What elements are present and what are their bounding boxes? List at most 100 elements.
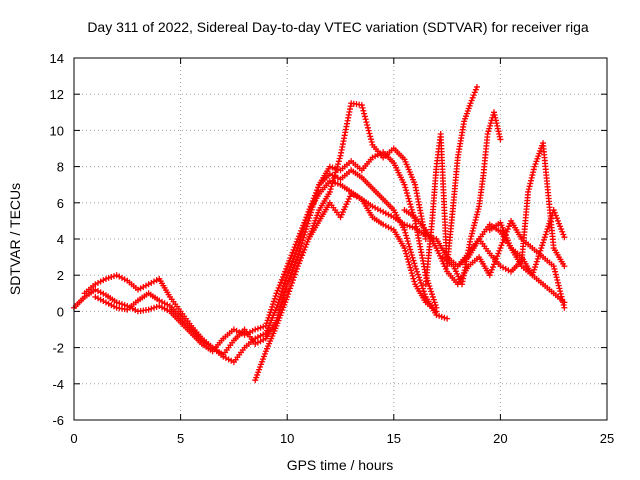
data-point (363, 119, 370, 126)
data-point (428, 291, 435, 298)
series-sat-c (92, 149, 440, 358)
x-tick-label: 25 (600, 431, 614, 446)
data-point (401, 221, 408, 228)
data-point (427, 285, 434, 292)
data-point (552, 268, 559, 275)
data-point (487, 269, 494, 276)
data-point (550, 207, 557, 214)
data-point (406, 223, 413, 230)
data-point (293, 256, 300, 263)
data-point (306, 215, 313, 222)
data-point (488, 266, 495, 273)
data-point (547, 217, 554, 224)
data-point (473, 83, 480, 90)
data-point (289, 258, 296, 265)
data-point (309, 203, 316, 210)
data-point (282, 268, 289, 275)
data-point (335, 158, 342, 165)
data-point (153, 303, 160, 310)
data-point (289, 249, 296, 256)
data-point (291, 244, 298, 251)
data-point (408, 206, 415, 213)
data-point (299, 252, 306, 259)
data-point (296, 257, 303, 264)
data-point (367, 133, 374, 140)
x-tick-label: 20 (493, 431, 507, 446)
y-tick-label: 4 (57, 232, 64, 247)
data-point (554, 277, 561, 284)
data-point (287, 264, 294, 271)
data-point (471, 89, 478, 96)
data-point (284, 293, 291, 300)
x-tick-label: 5 (177, 431, 184, 446)
data-point (529, 172, 536, 179)
data-point (315, 184, 322, 191)
data-point (305, 217, 312, 224)
data-point (330, 175, 337, 182)
data-point (467, 100, 474, 107)
data-point (287, 285, 294, 292)
data-point (329, 180, 336, 187)
data-point (286, 288, 293, 295)
data-point (312, 195, 319, 202)
data-point (269, 303, 276, 310)
data-point (415, 271, 422, 278)
data-point (498, 242, 505, 249)
data-point (287, 255, 294, 262)
data-point (401, 181, 408, 188)
y-tick-label: 0 (57, 304, 64, 319)
data-point (468, 230, 475, 237)
data-point (279, 274, 286, 281)
data-point (473, 211, 480, 218)
data-point (474, 208, 481, 215)
data-point (362, 116, 369, 123)
grid-lines (74, 58, 607, 420)
data-point (444, 315, 451, 322)
data-point (548, 215, 555, 222)
data-point (300, 249, 307, 256)
data-point (294, 263, 301, 270)
data-point (554, 217, 561, 224)
data-point (403, 232, 410, 239)
data-point (550, 263, 557, 270)
data-point (489, 264, 496, 271)
data-point (403, 235, 410, 242)
data-point (275, 299, 282, 306)
data-point (401, 226, 408, 233)
data-point (292, 250, 299, 257)
data-point (532, 264, 539, 271)
data-point (268, 306, 275, 313)
data-point (421, 291, 428, 298)
data-point (402, 229, 409, 236)
data-point (308, 206, 315, 213)
data-point (282, 277, 289, 284)
data-point (271, 295, 278, 302)
data-point (291, 253, 298, 260)
data-point (414, 268, 421, 275)
data-point (287, 273, 294, 280)
y-tick-label: 6 (57, 196, 64, 211)
data-point (546, 220, 553, 227)
data-point (359, 104, 366, 111)
data-point (105, 274, 112, 281)
data-point (540, 239, 547, 246)
data-point (326, 163, 333, 170)
data-point (556, 220, 563, 227)
data-point (365, 127, 372, 134)
data-point (410, 257, 417, 264)
data-point (326, 188, 333, 195)
data-point (557, 223, 564, 230)
data-point (537, 247, 544, 254)
data-point (407, 201, 414, 208)
data-point (472, 216, 479, 223)
data-point (293, 265, 300, 272)
data-point (473, 214, 480, 221)
data-point (487, 120, 494, 127)
data-point (295, 260, 302, 267)
data-point (432, 302, 439, 309)
x-tick-label: 15 (387, 431, 401, 446)
data-point (311, 198, 318, 205)
data-point (290, 246, 297, 253)
data-point (525, 188, 532, 195)
data-point (303, 226, 310, 233)
